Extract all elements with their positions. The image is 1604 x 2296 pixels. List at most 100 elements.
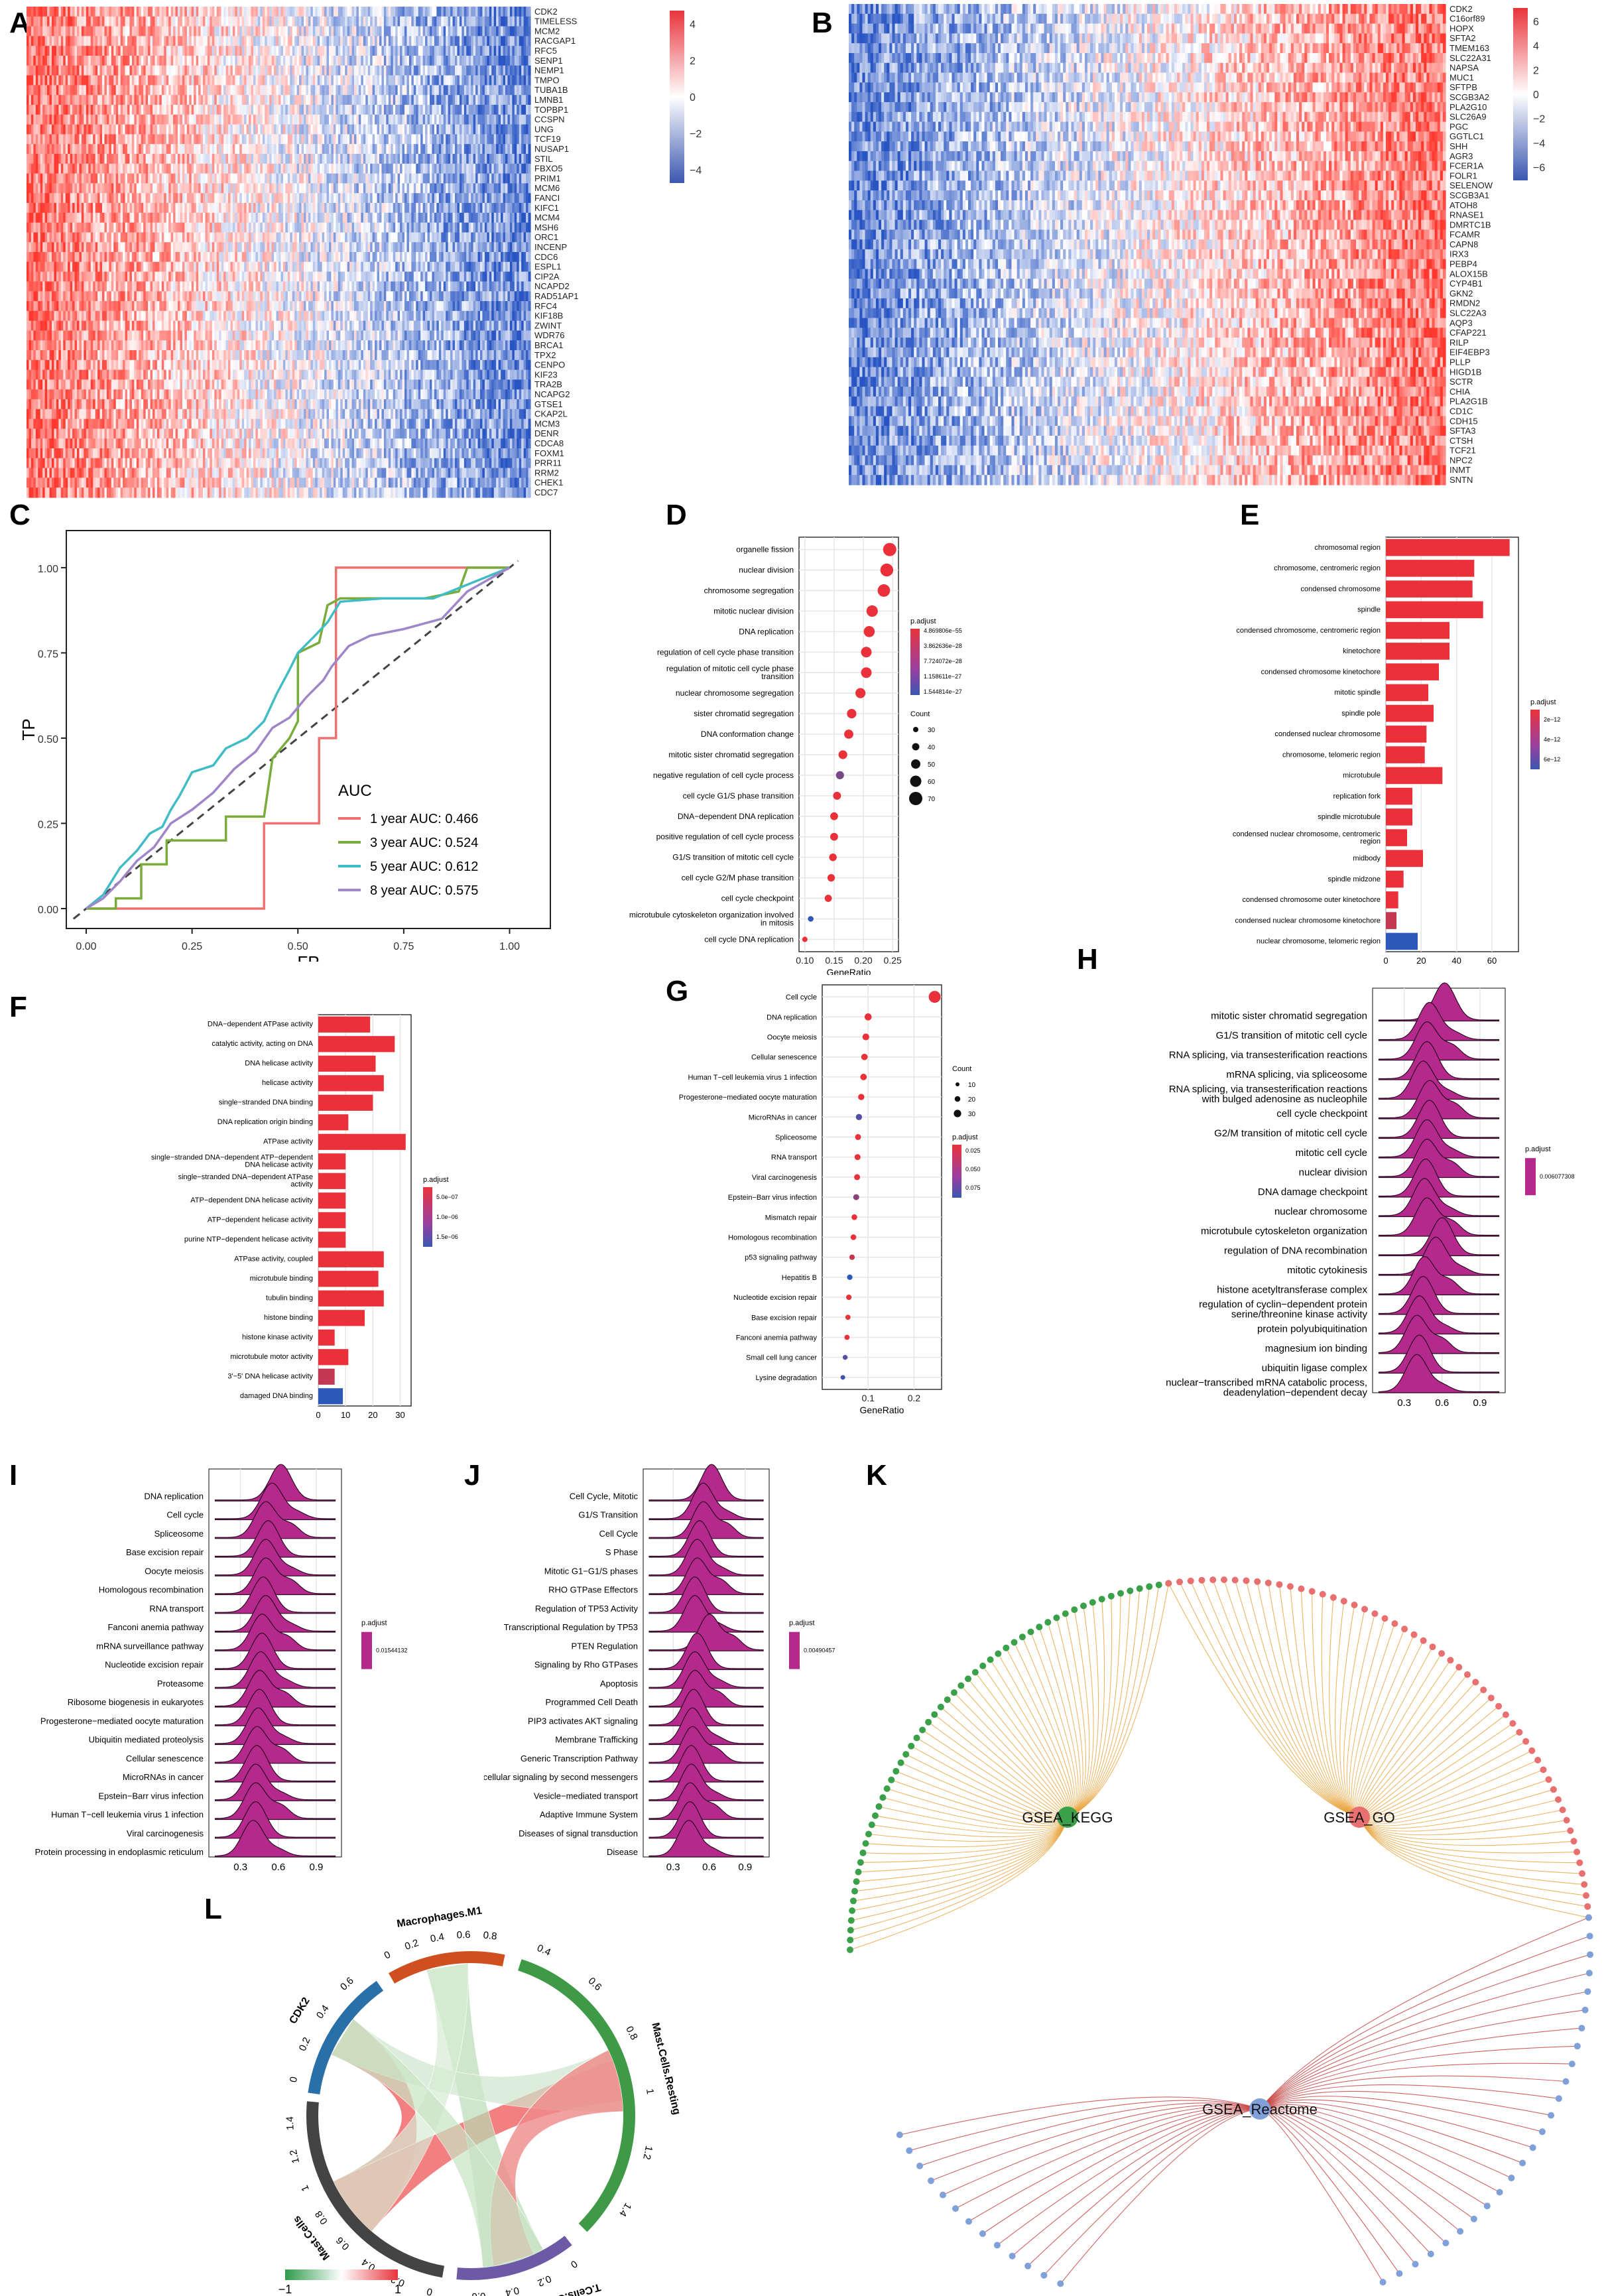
heatmap-cell <box>221 409 224 420</box>
heatmap-cell <box>228 389 231 400</box>
heatmap-cell <box>123 350 126 361</box>
heatmap-cell <box>52 114 55 125</box>
heatmap-cell <box>72 448 76 459</box>
heatmap-cell <box>251 428 254 439</box>
heatmap-cell <box>191 330 194 341</box>
heatmap-cell <box>212 193 215 204</box>
heatmap-cell <box>166 154 169 164</box>
heatmap-cell <box>161 399 164 410</box>
heatmap-cell <box>74 389 78 400</box>
heatmap-cell <box>109 399 112 410</box>
heatmap-cell <box>52 330 55 341</box>
heatmap-cell <box>219 428 222 439</box>
heatmap-cell <box>161 46 164 56</box>
heatmap-cell <box>86 261 89 273</box>
heatmap-cell <box>97 359 101 371</box>
heatmap-cell <box>44 261 48 273</box>
heatmap-cell <box>88 163 92 174</box>
heatmap-cell <box>29 369 32 380</box>
heatmap-cell <box>194 65 197 76</box>
heatmap-cell <box>42 183 46 194</box>
heatmap-cell <box>40 124 43 135</box>
heatmap-cell <box>29 301 32 312</box>
heatmap-cell <box>164 350 167 361</box>
heatmap-cell <box>214 56 217 66</box>
heatmap-cell <box>246 16 249 27</box>
heatmap-cell <box>156 46 160 56</box>
heatmap-cell <box>90 468 93 478</box>
heatmap-cell <box>207 291 210 302</box>
heatmap-cell <box>153 203 156 214</box>
heatmap-cell <box>205 154 208 164</box>
heatmap-cell <box>159 379 162 390</box>
heatmap-cell <box>35 154 38 164</box>
heatmap-cell <box>159 310 162 322</box>
heatmap-cell <box>161 468 164 478</box>
heatmap-cell <box>120 310 123 322</box>
heatmap-cell <box>212 222 215 233</box>
heatmap-cell <box>136 163 139 174</box>
heatmap-cell <box>35 448 38 459</box>
heatmap-cell <box>230 212 233 223</box>
heatmap-cell <box>86 458 89 469</box>
heatmap-cell <box>184 301 188 312</box>
heatmap-cell <box>104 75 107 86</box>
heatmap-cell <box>191 7 194 17</box>
heatmap-cell <box>102 173 105 184</box>
heatmap-cell <box>246 389 249 400</box>
heatmap-cell <box>184 458 188 469</box>
heatmap-cell <box>111 468 114 478</box>
heatmap-cell <box>68 261 71 273</box>
heatmap-cell <box>186 65 190 76</box>
heatmap-cell <box>189 134 192 145</box>
heatmap-cell <box>198 7 202 17</box>
heatmap-cell <box>156 65 160 76</box>
heatmap-cell <box>150 399 153 410</box>
heatmap-cell <box>219 369 222 380</box>
heatmap-cell <box>239 301 243 312</box>
heatmap-cell <box>131 487 135 498</box>
heatmap-cell <box>129 389 133 400</box>
heatmap-cell <box>111 124 114 135</box>
heatmap-cell <box>134 95 137 105</box>
heatmap-cell <box>235 320 238 331</box>
heatmap-cell <box>237 75 240 86</box>
heatmap-cell <box>186 389 190 400</box>
heatmap-cell <box>58 56 62 66</box>
heatmap-cell <box>145 320 149 331</box>
heatmap-cell <box>225 203 229 214</box>
heatmap-cell <box>65 438 68 449</box>
heatmap-cell <box>88 389 92 400</box>
heatmap-cell <box>131 271 135 282</box>
heatmap-cell <box>63 310 66 322</box>
heatmap-cell <box>182 36 185 46</box>
heatmap-cell <box>33 271 36 282</box>
heatmap-cell <box>156 222 160 233</box>
heatmap-cell <box>173 154 176 164</box>
heatmap-cell <box>184 310 188 322</box>
heatmap-cell <box>148 389 151 400</box>
heatmap-cell <box>109 291 112 302</box>
heatmap-cell <box>49 350 52 361</box>
heatmap-cell <box>52 222 55 233</box>
heatmap-cell <box>115 203 119 214</box>
heatmap-cell <box>79 212 82 223</box>
heatmap-cell <box>136 458 139 469</box>
heatmap-cell <box>74 418 78 429</box>
heatmap-cell <box>56 154 59 164</box>
heatmap-cell <box>123 281 126 292</box>
heatmap-cell <box>125 203 128 214</box>
heatmap-cell <box>239 458 243 469</box>
heatmap-cell <box>150 134 153 145</box>
heatmap-cell <box>72 468 76 478</box>
heatmap-cell <box>35 232 38 243</box>
heatmap-cell <box>198 350 202 361</box>
heatmap-cell <box>207 418 210 429</box>
heatmap-cell <box>86 85 89 96</box>
heatmap-cell <box>44 438 48 449</box>
heatmap-cell <box>97 261 101 273</box>
heatmap-cell <box>97 468 101 478</box>
heatmap-cell <box>102 124 105 135</box>
heatmap-cell <box>56 26 59 36</box>
heatmap-cell <box>207 124 210 135</box>
